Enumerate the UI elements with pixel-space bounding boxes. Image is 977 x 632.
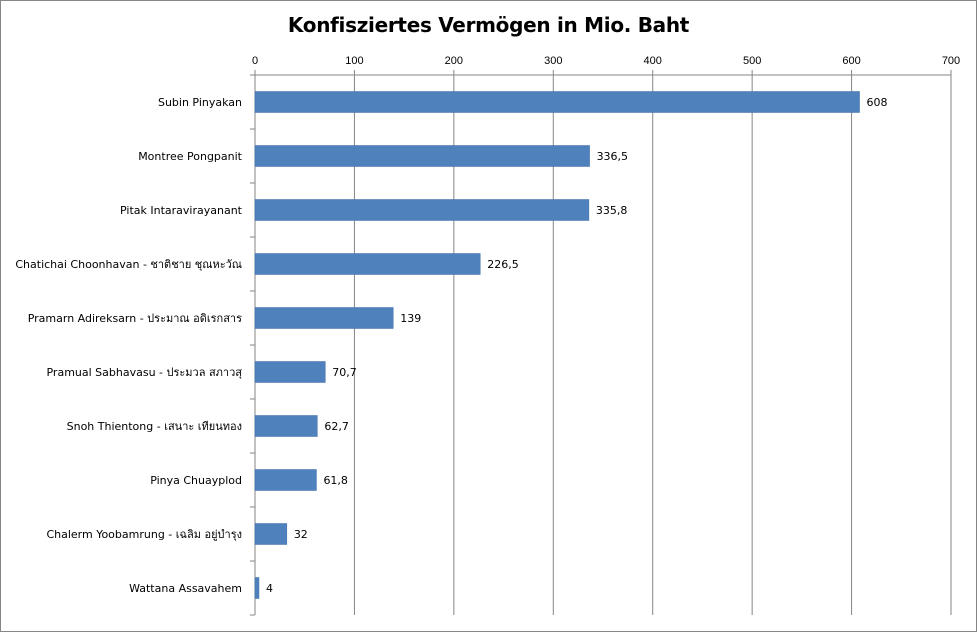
x-tick-label: 0 xyxy=(252,55,258,67)
data-label: 335,8 xyxy=(596,204,628,217)
bars xyxy=(254,91,860,599)
category-label: Pitak Intaravirayanant xyxy=(120,204,243,217)
bar xyxy=(254,415,318,437)
data-label: 4 xyxy=(266,582,273,595)
x-tick-label: 100 xyxy=(345,55,363,67)
data-labels: 608 336,5 335,8 226,5 139 70,7 62,7 61,8 32 4 xyxy=(266,96,888,595)
category-label: Snoh Thientong - เสนาะ เทียนทอง xyxy=(67,420,242,433)
data-label: 226,5 xyxy=(487,258,518,271)
x-tick-label: 300 xyxy=(544,55,562,67)
bar xyxy=(254,361,326,383)
category-label: Subin Pinyakan xyxy=(158,96,242,109)
bar xyxy=(254,307,394,329)
bar xyxy=(254,253,481,275)
data-label: 608 xyxy=(867,96,888,109)
category-label: Pramarn Adireksarn - ประมาณ อดิเรกสาร xyxy=(28,312,242,325)
category-label: Wattana Assavahem xyxy=(129,582,242,595)
data-label: 62,7 xyxy=(324,420,349,433)
bar xyxy=(254,91,860,113)
category-labels: Subin Pinyakan Montree Pongpanit Pitak Int… xyxy=(15,96,242,595)
x-tick-labels: 0 100 200 300 400 500 600 700 xyxy=(252,55,960,67)
x-tick-label: 400 xyxy=(644,55,662,67)
category-label: Chalerm Yoobamrung - เฉลิม อยู่บำรุง xyxy=(46,528,242,541)
bar xyxy=(254,577,260,599)
data-label: 70,7 xyxy=(332,366,357,379)
x-tick-label: 500 xyxy=(743,55,761,67)
category-label: Montree Pongpanit xyxy=(138,150,242,163)
category-label: Chatichai Choonhavan - ชาติชาย ชุณหะวัณ xyxy=(15,258,242,271)
data-label: 32 xyxy=(294,528,308,541)
x-tick-label: 600 xyxy=(842,55,860,67)
x-tick-label: 700 xyxy=(942,55,960,67)
chart-title: Konfisziertes Vermögen in Mio. Baht xyxy=(287,13,690,37)
bar xyxy=(254,199,590,221)
category-label: Pramual Sabhavasu - ประมวล สภาวสุ xyxy=(46,366,242,379)
bar xyxy=(254,145,590,167)
bar xyxy=(254,469,317,491)
bar xyxy=(254,523,288,545)
category-label: Pinya Chuayplod xyxy=(150,474,242,487)
data-label: 61,8 xyxy=(323,474,348,487)
data-label: 139 xyxy=(400,312,421,325)
data-label: 336,5 xyxy=(597,150,629,163)
x-tick-label: 200 xyxy=(445,55,463,67)
